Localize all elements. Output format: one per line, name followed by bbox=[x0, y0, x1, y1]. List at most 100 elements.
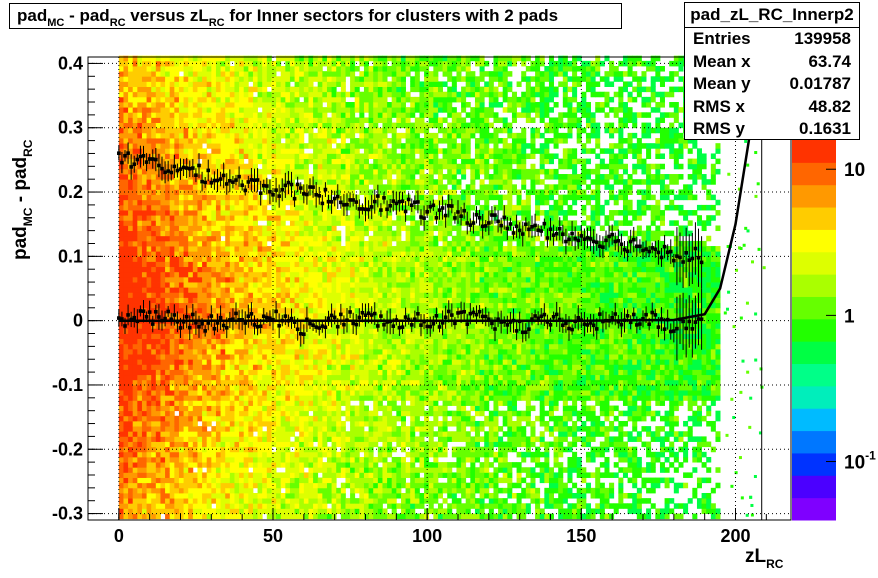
heatmap-cell bbox=[299, 446, 305, 453]
heatmap-cell bbox=[220, 405, 226, 412]
heatmap-cell bbox=[368, 348, 374, 355]
heatmap-cell bbox=[215, 174, 221, 180]
heatmap-cell bbox=[299, 302, 305, 309]
heatmap-cell bbox=[188, 117, 194, 123]
heatmap-cell bbox=[262, 81, 268, 87]
heatmap-cell bbox=[211, 81, 217, 87]
heatmap-cell bbox=[373, 204, 379, 211]
heatmap-cell bbox=[128, 456, 134, 463]
heatmap-cell bbox=[234, 240, 240, 247]
heatmap-cell bbox=[174, 76, 180, 82]
heatmap-cell bbox=[248, 451, 254, 458]
heatmap-cell bbox=[317, 462, 323, 468]
heatmap-cell bbox=[271, 174, 277, 180]
heatmap-cell bbox=[225, 240, 231, 247]
heatmap-cell bbox=[202, 210, 208, 216]
heatmap-cell bbox=[313, 354, 319, 360]
heatmap-cell bbox=[243, 256, 249, 262]
heatmap-cell bbox=[377, 436, 383, 442]
heatmap-cell bbox=[123, 508, 129, 514]
heatmap-cell bbox=[165, 210, 171, 216]
heatmap-cell bbox=[183, 405, 189, 412]
heatmap-cell bbox=[174, 210, 180, 216]
heatmap-cell bbox=[178, 261, 184, 268]
heatmap-cell bbox=[165, 204, 171, 211]
heatmap-cell bbox=[363, 395, 369, 401]
heatmap-cell bbox=[146, 210, 152, 216]
heatmap-cell bbox=[289, 261, 295, 268]
heatmap-cell bbox=[252, 492, 258, 499]
heatmap-cell bbox=[123, 96, 129, 103]
heatmap-cell bbox=[165, 256, 171, 262]
heatmap-cell bbox=[132, 508, 138, 514]
heatmap-cell bbox=[377, 384, 383, 391]
heatmap-cell bbox=[146, 66, 152, 72]
heatmap-cell bbox=[271, 498, 277, 504]
heatmap-cell bbox=[225, 199, 231, 206]
heatmap-cell bbox=[169, 426, 175, 432]
heatmap-cell bbox=[123, 127, 129, 134]
heatmap-cell bbox=[239, 323, 245, 329]
heatmap-cell bbox=[165, 446, 171, 453]
heatmap-cell bbox=[308, 204, 314, 211]
heatmap-cell bbox=[257, 112, 263, 118]
heatmap-cell bbox=[174, 359, 180, 365]
heatmap-cell bbox=[340, 441, 346, 448]
heatmap-cell bbox=[377, 451, 383, 458]
heatmap-cell bbox=[322, 395, 328, 401]
heatmap-cell bbox=[266, 472, 272, 478]
heatmap-cell bbox=[183, 508, 189, 514]
heatmap-cell bbox=[345, 235, 351, 242]
heatmap-cell bbox=[155, 189, 161, 196]
heatmap-cell bbox=[155, 348, 161, 355]
heatmap-cell bbox=[285, 498, 291, 504]
heatmap-cell bbox=[313, 477, 319, 484]
heatmap-cell bbox=[202, 354, 208, 360]
heatmap-cell bbox=[146, 107, 152, 113]
heatmap-cell bbox=[137, 492, 143, 499]
heatmap-cell bbox=[188, 441, 194, 448]
heatmap-cell bbox=[313, 66, 319, 72]
heatmap-cell bbox=[141, 112, 147, 118]
heatmap-cell bbox=[280, 96, 286, 103]
heatmap-cell bbox=[271, 251, 277, 257]
heatmap-cell bbox=[155, 441, 161, 448]
heatmap-cell bbox=[169, 107, 175, 113]
heatmap-cell bbox=[313, 446, 319, 453]
heatmap-cell bbox=[289, 215, 295, 221]
heatmap-cell bbox=[239, 204, 245, 211]
heatmap-cell bbox=[225, 225, 231, 232]
heatmap-cell bbox=[123, 287, 129, 293]
heatmap-cell bbox=[308, 143, 314, 149]
heatmap-cell bbox=[215, 508, 221, 514]
heatmap-cell bbox=[289, 307, 295, 314]
heatmap-cell bbox=[211, 138, 217, 144]
heatmap-cell bbox=[326, 282, 332, 288]
heatmap-cell bbox=[151, 158, 157, 165]
heatmap-cell bbox=[276, 302, 282, 309]
heatmap-cell bbox=[354, 251, 360, 257]
heatmap-cell bbox=[308, 132, 314, 139]
heatmap-cell bbox=[128, 302, 134, 309]
heatmap-cell bbox=[128, 354, 134, 360]
heatmap-cell bbox=[188, 189, 194, 196]
heatmap-cell bbox=[289, 179, 295, 185]
heatmap-cell bbox=[192, 312, 198, 319]
heatmap-cell bbox=[234, 302, 240, 309]
heatmap-cell bbox=[169, 158, 175, 165]
heatmap-cell bbox=[229, 276, 235, 283]
heatmap-cell bbox=[276, 410, 282, 417]
heatmap-cell bbox=[271, 436, 277, 442]
heatmap-cell bbox=[252, 127, 258, 134]
heatmap-cell bbox=[317, 246, 323, 252]
heatmap-cell bbox=[234, 235, 240, 242]
heatmap-cell bbox=[202, 287, 208, 293]
heatmap-cell bbox=[178, 174, 184, 180]
heatmap-cell bbox=[211, 482, 217, 489]
heatmap-cell bbox=[151, 508, 157, 514]
heatmap-cell bbox=[229, 132, 235, 139]
heatmap-cell bbox=[368, 472, 374, 478]
heatmap-cell bbox=[266, 498, 272, 504]
heatmap-cell bbox=[276, 287, 282, 293]
heatmap-cell bbox=[123, 179, 129, 185]
